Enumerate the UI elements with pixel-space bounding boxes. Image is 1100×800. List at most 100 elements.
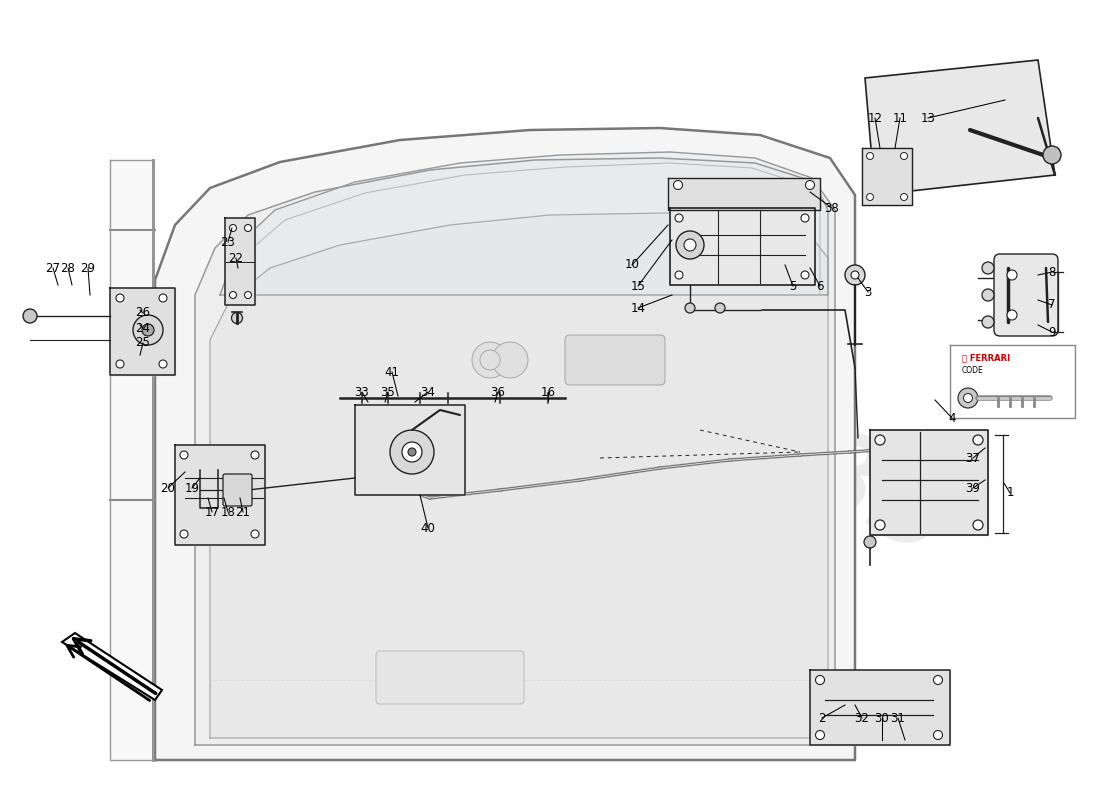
Text: 12: 12 — [868, 111, 882, 125]
Text: 8: 8 — [1048, 266, 1056, 278]
Circle shape — [874, 435, 886, 445]
Circle shape — [901, 194, 908, 201]
Circle shape — [675, 214, 683, 222]
Polygon shape — [355, 405, 465, 495]
Polygon shape — [220, 152, 828, 295]
Text: 1: 1 — [1006, 486, 1014, 499]
Circle shape — [492, 342, 528, 378]
Text: 22: 22 — [229, 251, 243, 265]
Text: 37: 37 — [966, 451, 980, 465]
Polygon shape — [668, 178, 820, 210]
Circle shape — [408, 448, 416, 456]
FancyBboxPatch shape — [223, 474, 252, 506]
Text: 31: 31 — [891, 711, 905, 725]
Text: 9: 9 — [1048, 326, 1056, 338]
Polygon shape — [226, 218, 255, 305]
Circle shape — [673, 181, 682, 190]
Text: 14: 14 — [630, 302, 646, 314]
Polygon shape — [195, 158, 835, 745]
Circle shape — [801, 271, 808, 279]
Circle shape — [867, 194, 873, 201]
Circle shape — [1006, 310, 1018, 320]
Circle shape — [684, 239, 696, 251]
Text: 23: 23 — [221, 235, 235, 249]
Text: 11: 11 — [892, 111, 907, 125]
Circle shape — [116, 294, 124, 302]
Text: 13: 13 — [921, 111, 935, 125]
Circle shape — [402, 442, 422, 462]
Circle shape — [964, 394, 972, 402]
Text: a passion for parts: a passion for parts — [336, 519, 724, 641]
Circle shape — [676, 231, 704, 259]
Text: 24: 24 — [135, 322, 151, 334]
Text: 40: 40 — [420, 522, 436, 534]
Polygon shape — [155, 128, 855, 760]
Circle shape — [805, 181, 814, 190]
Text: 27: 27 — [45, 262, 60, 274]
Circle shape — [472, 342, 508, 378]
Circle shape — [974, 435, 983, 445]
Text: 4: 4 — [948, 411, 956, 425]
Circle shape — [864, 536, 876, 548]
Circle shape — [1043, 146, 1062, 164]
Text: 39: 39 — [966, 482, 980, 494]
Circle shape — [244, 225, 252, 231]
FancyBboxPatch shape — [994, 254, 1058, 336]
Text: 29: 29 — [80, 262, 96, 274]
Text: 35: 35 — [381, 386, 395, 398]
Circle shape — [874, 520, 886, 530]
Circle shape — [958, 388, 978, 408]
Circle shape — [715, 303, 725, 313]
Text: 25: 25 — [135, 337, 151, 350]
Text: 30: 30 — [874, 711, 890, 725]
Circle shape — [934, 675, 943, 685]
Circle shape — [815, 730, 825, 739]
Text: 26: 26 — [135, 306, 151, 319]
Polygon shape — [110, 160, 153, 760]
Text: CODE: CODE — [962, 366, 983, 375]
Polygon shape — [110, 288, 175, 375]
Circle shape — [133, 315, 163, 345]
Circle shape — [251, 451, 258, 459]
Circle shape — [160, 360, 167, 368]
Circle shape — [1006, 270, 1018, 280]
Circle shape — [180, 451, 188, 459]
FancyBboxPatch shape — [565, 335, 666, 385]
Circle shape — [974, 520, 983, 530]
Circle shape — [851, 271, 859, 279]
Text: 21: 21 — [235, 506, 251, 518]
Polygon shape — [862, 148, 912, 205]
Text: 15: 15 — [630, 279, 646, 293]
Circle shape — [982, 262, 994, 274]
Text: 18: 18 — [221, 506, 235, 518]
Polygon shape — [670, 208, 815, 285]
Polygon shape — [62, 633, 162, 700]
Text: 36: 36 — [491, 386, 505, 398]
Circle shape — [675, 271, 683, 279]
Polygon shape — [810, 670, 950, 745]
FancyBboxPatch shape — [376, 651, 524, 704]
Circle shape — [982, 316, 994, 328]
Circle shape — [901, 153, 908, 159]
Polygon shape — [950, 345, 1075, 418]
Circle shape — [867, 153, 873, 159]
Circle shape — [180, 530, 188, 538]
Text: 19: 19 — [185, 482, 199, 494]
Circle shape — [230, 291, 236, 298]
Polygon shape — [865, 60, 1055, 195]
Text: 38: 38 — [825, 202, 839, 214]
Circle shape — [231, 313, 242, 323]
Text: eliteparts85: eliteparts85 — [231, 160, 968, 580]
Circle shape — [230, 225, 236, 231]
Circle shape — [116, 360, 124, 368]
Text: 17: 17 — [205, 506, 220, 518]
Circle shape — [480, 350, 501, 370]
Polygon shape — [870, 430, 988, 535]
Text: 2: 2 — [818, 711, 826, 725]
Circle shape — [23, 309, 37, 323]
Polygon shape — [175, 445, 265, 545]
Text: 3: 3 — [865, 286, 871, 298]
Circle shape — [815, 675, 825, 685]
Text: 10: 10 — [625, 258, 639, 271]
Circle shape — [142, 324, 154, 336]
